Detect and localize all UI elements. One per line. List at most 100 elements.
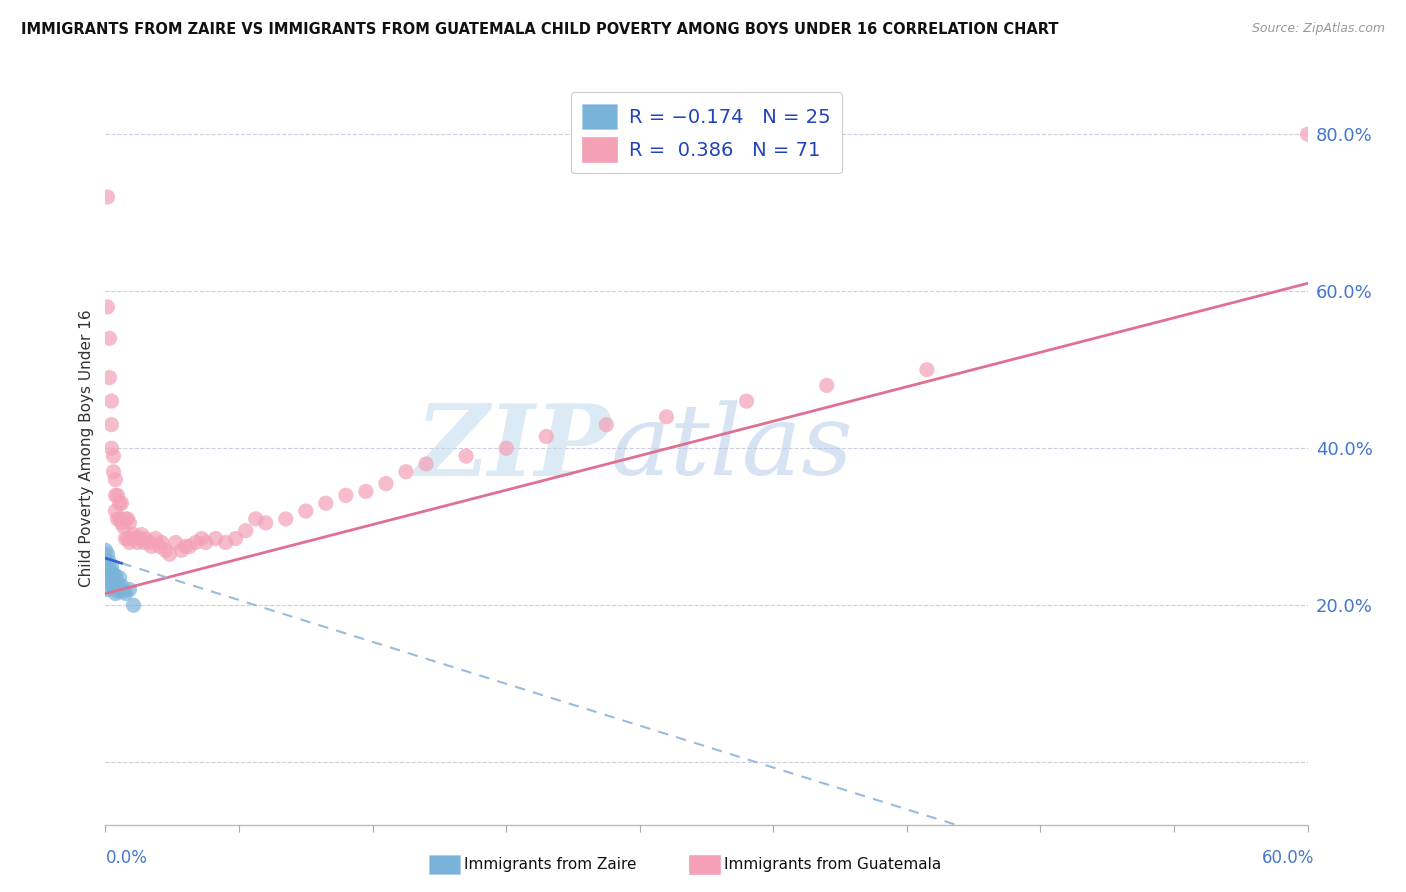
- Point: [214, 535, 236, 549]
- Point: [107, 576, 129, 591]
- Point: [104, 574, 127, 589]
- Point: [117, 512, 139, 526]
- Point: [145, 532, 167, 546]
- Point: [96, 547, 118, 561]
- Point: [375, 476, 398, 491]
- Point: [94, 551, 117, 566]
- Point: [170, 543, 193, 558]
- Text: atlas: atlas: [610, 401, 853, 496]
- Point: [103, 449, 125, 463]
- Point: [335, 488, 357, 502]
- Point: [94, 559, 117, 574]
- Legend: R = −0.174   N = 25, R =  0.386   N = 71: R = −0.174 N = 25, R = 0.386 N = 71: [571, 93, 842, 173]
- Point: [204, 532, 226, 546]
- Text: 0.0%: 0.0%: [105, 849, 148, 867]
- Point: [94, 543, 117, 558]
- Point: [127, 535, 149, 549]
- Point: [295, 504, 318, 518]
- Point: [107, 584, 129, 599]
- Point: [114, 586, 136, 600]
- Point: [104, 473, 127, 487]
- Point: [148, 540, 170, 554]
- Point: [235, 524, 257, 538]
- Point: [110, 516, 132, 530]
- Point: [98, 563, 121, 577]
- Point: [118, 535, 141, 549]
- Point: [815, 378, 838, 392]
- Point: [100, 417, 122, 432]
- Point: [103, 465, 125, 479]
- Point: [103, 579, 125, 593]
- Text: Immigrants from Guatemala: Immigrants from Guatemala: [724, 857, 942, 871]
- Point: [165, 535, 187, 549]
- Point: [110, 579, 132, 593]
- Point: [132, 535, 155, 549]
- Point: [190, 532, 212, 546]
- Point: [107, 512, 129, 526]
- Point: [179, 540, 201, 554]
- Point: [194, 535, 217, 549]
- Point: [107, 488, 129, 502]
- Point: [118, 582, 141, 597]
- Point: [121, 532, 143, 546]
- Point: [96, 300, 118, 314]
- Point: [117, 532, 139, 546]
- Point: [98, 555, 121, 569]
- Point: [122, 527, 145, 541]
- Point: [245, 512, 267, 526]
- Text: IMMIGRANTS FROM ZAIRE VS IMMIGRANTS FROM GUATEMALA CHILD POVERTY AMONG BOYS UNDE: IMMIGRANTS FROM ZAIRE VS IMMIGRANTS FROM…: [21, 22, 1059, 37]
- Point: [595, 417, 617, 432]
- Point: [1296, 127, 1319, 141]
- Point: [103, 566, 125, 581]
- Point: [114, 532, 136, 546]
- Point: [225, 532, 247, 546]
- Point: [100, 559, 122, 574]
- Point: [98, 571, 121, 585]
- Point: [415, 457, 437, 471]
- Point: [100, 566, 122, 581]
- Point: [495, 441, 517, 455]
- Point: [138, 535, 160, 549]
- Point: [96, 566, 118, 581]
- Point: [135, 532, 157, 546]
- Text: 60.0%: 60.0%: [1263, 849, 1315, 867]
- Point: [104, 568, 127, 582]
- Point: [131, 527, 153, 541]
- Point: [104, 504, 127, 518]
- Point: [254, 516, 277, 530]
- Point: [141, 540, 163, 554]
- Point: [108, 571, 131, 585]
- Point: [100, 441, 122, 455]
- Point: [395, 465, 418, 479]
- Point: [315, 496, 337, 510]
- Point: [108, 582, 131, 597]
- Point: [655, 409, 678, 424]
- Y-axis label: Child Poverty Among Boys Under 16: Child Poverty Among Boys Under 16: [79, 310, 94, 587]
- Point: [110, 496, 132, 510]
- Point: [128, 532, 150, 546]
- Point: [98, 370, 121, 384]
- Point: [735, 394, 758, 409]
- Point: [536, 429, 558, 443]
- Point: [150, 535, 173, 549]
- Point: [108, 512, 131, 526]
- Point: [100, 394, 122, 409]
- Point: [274, 512, 297, 526]
- Point: [108, 496, 131, 510]
- Point: [174, 540, 197, 554]
- Point: [184, 535, 207, 549]
- Point: [915, 362, 938, 376]
- Point: [456, 449, 478, 463]
- Point: [112, 584, 135, 599]
- Point: [159, 547, 181, 561]
- Point: [112, 520, 135, 534]
- Text: Immigrants from Zaire: Immigrants from Zaire: [464, 857, 637, 871]
- Point: [100, 579, 122, 593]
- Point: [155, 543, 177, 558]
- Point: [354, 484, 377, 499]
- Point: [96, 190, 118, 204]
- Point: [114, 512, 136, 526]
- Text: Source: ZipAtlas.com: Source: ZipAtlas.com: [1251, 22, 1385, 36]
- Point: [104, 488, 127, 502]
- Point: [124, 532, 146, 546]
